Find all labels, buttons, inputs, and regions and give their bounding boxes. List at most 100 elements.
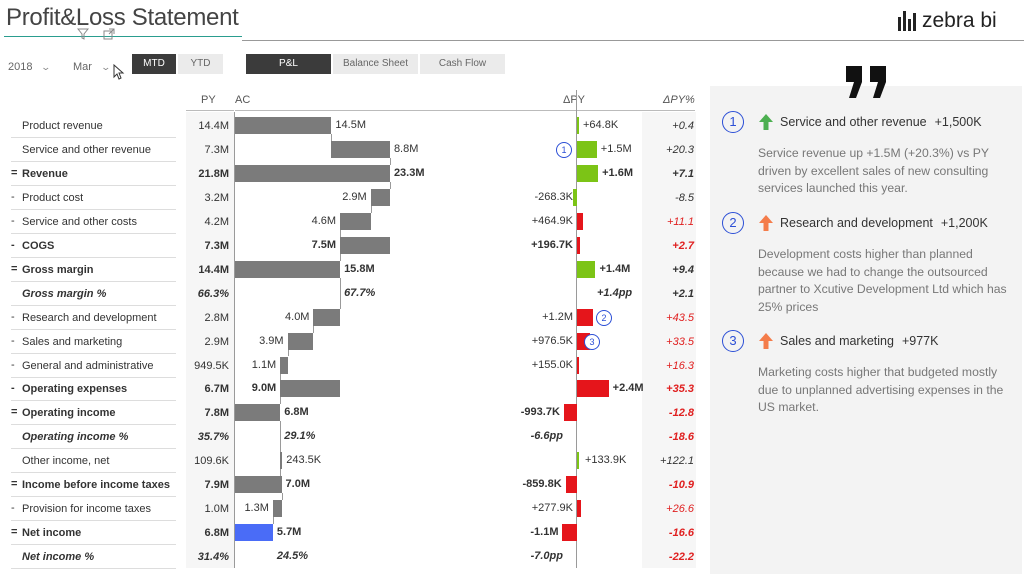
row-py-value: 3.2M	[204, 191, 229, 204]
table-row: Operating income % 35.7% -18.6	[0, 425, 700, 450]
ac-value-label: 1.1M	[251, 358, 277, 371]
row-label: Net income	[22, 527, 82, 540]
table-row: - Product cost 3.2M -8.5	[0, 186, 700, 210]
ac-bar[interactable]	[313, 308, 341, 326]
waterfall-connector	[313, 325, 315, 333]
delta-py-bar[interactable]	[577, 212, 584, 230]
delta-py-bar[interactable]	[577, 117, 579, 134]
ac-value-label: 24.5%	[276, 550, 309, 563]
delta-py-value-label: +976.5K	[531, 334, 573, 347]
delta-py-value-label: -7.0pp	[530, 550, 563, 563]
delta-py-value-label: +1.5M	[600, 142, 632, 155]
ac-value-label: 29.1%	[284, 430, 316, 443]
row-delta-pct-value: +0.4	[672, 120, 694, 132]
waterfall-connector	[280, 397, 282, 405]
delta-py-value-label: +464.9K	[531, 214, 573, 227]
ac-bar[interactable]	[280, 380, 341, 398]
month-select[interactable]: Mar ⌄	[73, 58, 123, 76]
ac-bar[interactable]	[235, 260, 341, 278]
comment-marker[interactable]: 1	[556, 141, 572, 158]
tab-cash-flow[interactable]: Cash Flow	[420, 54, 505, 74]
delta-py-bar[interactable]	[577, 452, 579, 470]
zebra-bars-icon	[898, 11, 916, 31]
ac-bar[interactable]	[235, 117, 332, 134]
zebra-bi-logo: zebra bi	[898, 9, 997, 33]
tab-pl[interactable]: P&L	[246, 54, 331, 74]
row-operator: =	[11, 166, 18, 179]
row-operator: -	[11, 190, 15, 203]
delta-py-bar[interactable]	[563, 404, 577, 422]
table-row: Product revenue 14.4M +0.4	[0, 114, 700, 138]
comment-number: 2	[722, 212, 744, 234]
row-py-value: 14.4M	[198, 263, 229, 276]
delta-py-bar[interactable]	[577, 500, 581, 518]
comment-title: Sales and marketing	[780, 334, 894, 348]
ac-bar[interactable]	[280, 356, 288, 374]
ac-bar[interactable]	[235, 164, 390, 182]
py-header-line	[186, 110, 234, 111]
delta-py-bar[interactable]	[577, 140, 597, 158]
tab-balance-sheet[interactable]: Balance Sheet	[333, 54, 418, 74]
ac-bar[interactable]	[280, 452, 283, 470]
row-label: Operating expenses	[22, 383, 128, 396]
table-row: - General and administrative 949.5K +16.3	[0, 354, 700, 378]
ac-bar[interactable]	[272, 500, 282, 518]
row-divider	[11, 328, 176, 330]
row-operator: =	[11, 406, 18, 419]
row-label: Sales and marketing	[22, 335, 123, 348]
ytd-button[interactable]: YTD	[178, 54, 223, 74]
row-delta-pct-value: +7.1	[672, 167, 694, 180]
row-delta-pct-value: -18.6	[668, 431, 694, 444]
row-divider	[11, 280, 176, 282]
delta-py-bar[interactable]	[577, 260, 596, 278]
ac-value-label: 8.8M	[393, 142, 419, 155]
ac-bar[interactable]	[235, 524, 273, 542]
ac-bar[interactable]	[340, 212, 371, 230]
delta-py-value-label: -6.6pp	[530, 430, 563, 443]
delta-py-bar[interactable]	[565, 476, 577, 494]
ac-bar[interactable]	[235, 404, 281, 422]
delta-py-bar[interactable]	[562, 524, 577, 542]
ac-bar[interactable]	[340, 236, 390, 254]
row-delta-pct-value: +11.1	[666, 215, 694, 228]
delta-py-bar[interactable]	[573, 188, 577, 206]
delta-py-bar[interactable]	[577, 356, 580, 374]
comment-marker[interactable]: 2	[596, 309, 612, 326]
delta-py-bar[interactable]	[577, 236, 580, 254]
year-select[interactable]: 2018 ⌄	[8, 58, 60, 76]
row-divider	[11, 352, 176, 354]
chevron-down-icon: ⌄	[40, 62, 52, 72]
ac-bar[interactable]	[331, 140, 390, 158]
delta-py-value-label: +277.9K	[531, 502, 573, 515]
expand-icon[interactable]	[103, 28, 115, 40]
row-label: Service and other revenue	[22, 143, 152, 156]
row-py-value: 109.6K	[194, 455, 229, 468]
row-label: Gross margin %	[22, 287, 107, 300]
mtd-button[interactable]: MTD	[132, 54, 176, 74]
filter-icon[interactable]	[77, 28, 89, 40]
ac-bar[interactable]	[235, 476, 282, 494]
comment-heading: Sales and marketing +977K	[780, 334, 938, 348]
delta-py-value-label: +1.4pp	[597, 286, 633, 299]
comment-heading: Service and other revenue +1,500K	[780, 115, 982, 129]
delta-py-value-label: -993.7K	[520, 406, 560, 419]
delta-pct-column-background	[642, 112, 696, 568]
delta-py-bar[interactable]	[577, 308, 593, 326]
ac-value-label: 14.5M	[335, 119, 366, 131]
row-delta-pct-value: +122.1	[660, 455, 694, 468]
ac-value-label: 3.9M	[259, 334, 284, 347]
comment-marker[interactable]: 3	[584, 333, 600, 350]
table-row: - Service and other costs 4.2M +11.1	[0, 210, 700, 234]
row-divider	[11, 304, 176, 306]
row-delta-pct-value: +9.4	[672, 263, 694, 276]
row-py-value: 6.8M	[204, 527, 229, 540]
arrow-up-icon	[759, 215, 773, 231]
delta-py-value-label: +1.4M	[599, 262, 631, 275]
row-operator: =	[11, 478, 18, 491]
ac-bar[interactable]	[370, 188, 390, 206]
waterfall-connector	[287, 349, 289, 357]
ac-bar[interactable]	[287, 332, 314, 350]
delta-py-bar[interactable]	[577, 380, 609, 398]
delta-py-bar[interactable]	[577, 164, 599, 182]
row-operator: -	[11, 358, 15, 371]
